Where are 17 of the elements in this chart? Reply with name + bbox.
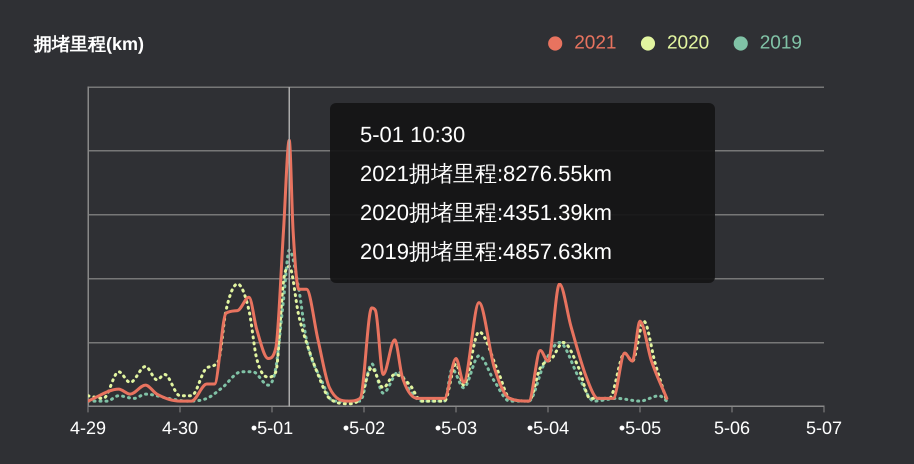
x-tick-label: •5-02 xyxy=(342,418,386,438)
annotation: 2019拥堵里程:4857.63km xyxy=(360,238,613,266)
legend-label: 2021 xyxy=(574,32,616,54)
annotation: 5-01 10:30 xyxy=(360,121,466,149)
x-tick-label: 4-29 xyxy=(70,418,106,438)
x-tick-label: •5-05 xyxy=(618,418,662,438)
x-tick-label: •5-03 xyxy=(434,418,478,438)
x-tick-label: •5-04 xyxy=(526,418,570,438)
annotation: 2020拥堵里程:4351.39km xyxy=(360,199,613,227)
y-axis-title: 拥堵里程(km) xyxy=(34,33,144,56)
legend-label: 2020 xyxy=(666,32,710,54)
annotation: 2021拥堵里程:8276.55km xyxy=(360,160,613,188)
legend-label: 2019 xyxy=(760,32,802,54)
x-tick-label: 5-06 xyxy=(714,418,750,438)
x-tick-label: •5-01 xyxy=(250,418,294,438)
x-tick-label: 5-07 xyxy=(806,418,842,438)
x-tick-label: 4-30 xyxy=(162,418,198,438)
